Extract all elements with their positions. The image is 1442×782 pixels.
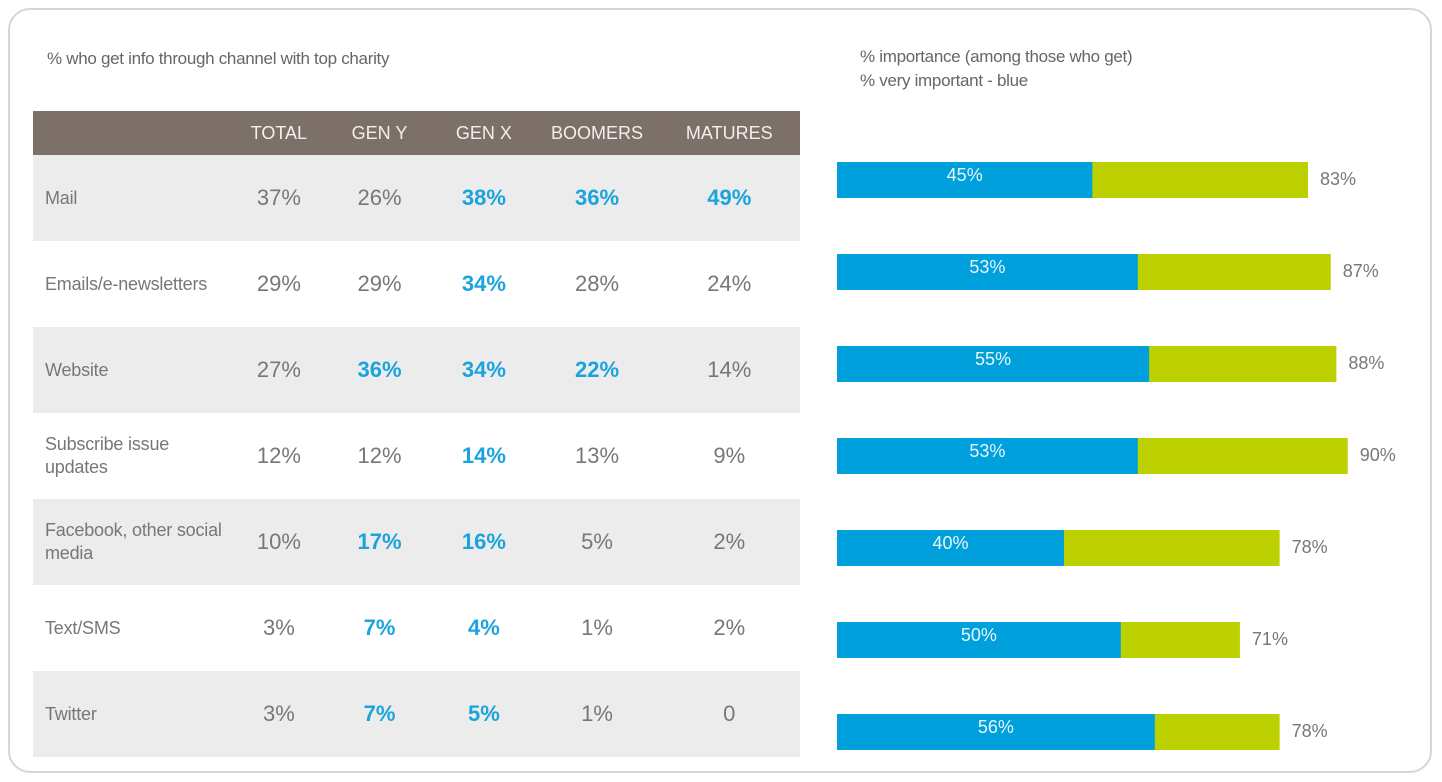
cell: 24% — [707, 271, 752, 296]
cell: 4% — [468, 615, 500, 640]
row: Twitter 3% 7% 5% 1% 0 — [33, 671, 800, 757]
bar-very — [837, 622, 1121, 658]
cell: 22% — [535, 327, 659, 413]
cell: 9% — [713, 443, 746, 468]
header-row: TOTAL GEN Y GEN X BOOMERS MATURES — [33, 111, 800, 155]
chart-subtitle: % very important - blue — [860, 71, 1028, 90]
cell: 37% — [231, 155, 327, 241]
cell: 13% — [575, 443, 620, 468]
cell: 34% — [461, 271, 506, 296]
row-label: Mail — [33, 155, 231, 241]
cell: 12% — [256, 443, 301, 468]
cell: 14% — [461, 443, 506, 468]
row-label: Website — [33, 327, 231, 413]
cell: 36% — [326, 327, 433, 413]
cell: 27% — [231, 327, 327, 413]
bar-very — [837, 162, 1093, 198]
cell: 36% — [535, 155, 659, 241]
header-cell: GEN Y — [326, 111, 433, 155]
total-label: 90% — [1360, 445, 1396, 465]
total-label: 83% — [1320, 169, 1356, 189]
cell: 16% — [432, 499, 536, 585]
row: Mail 37% 26% 38% 36% 49% — [33, 155, 800, 241]
bar-label: 53% — [969, 257, 1005, 277]
bar-very — [837, 254, 1138, 290]
cell: 1% — [581, 615, 613, 640]
cell: 7% — [363, 615, 396, 640]
bar-label: 40% — [932, 533, 968, 553]
total-label: 88% — [1348, 353, 1384, 373]
bar-very — [837, 714, 1155, 750]
header-cell: BOOMERS — [535, 111, 659, 155]
bar-label: 56% — [978, 717, 1014, 737]
bar-label: 53% — [969, 441, 1005, 461]
cell: 1% — [535, 671, 659, 757]
row-label: Facebook, other social media — [33, 499, 231, 585]
cell: 26% — [326, 155, 433, 241]
bar-very — [837, 346, 1150, 382]
cell: 2% — [713, 615, 746, 640]
row-label: Subscribe issue updates — [45, 434, 170, 477]
chart-title: % importance (among those who get) — [860, 47, 1133, 66]
cell: 7% — [326, 671, 433, 757]
header-cell: TOTAL — [231, 111, 327, 155]
row: Subscribe issue updates 12% 12% 14% 13% 9% — [33, 413, 800, 499]
cell: 49% — [658, 155, 800, 241]
cell: 34% — [432, 327, 536, 413]
bar-very — [837, 530, 1064, 566]
row: Emails/e-newsletters 29% 29% 34% 28% 24% — [33, 241, 800, 327]
row-label: Emails/e-newsletters — [45, 273, 208, 294]
total-label: 78% — [1292, 721, 1328, 741]
cell: 5% — [432, 671, 536, 757]
row: Text/SMS 3% 7% 4% 1% 2% — [33, 585, 800, 671]
row-label: Text/SMS — [45, 617, 121, 638]
cell: 3% — [262, 615, 295, 640]
total-label: 71% — [1252, 629, 1288, 649]
bar-very — [837, 438, 1138, 474]
cell: 14% — [658, 327, 800, 413]
table-title: % who get info through channel with top … — [47, 49, 390, 68]
cell: 38% — [432, 155, 536, 241]
cell: 5% — [535, 499, 659, 585]
cell: 3% — [231, 671, 327, 757]
header-cell — [33, 111, 231, 155]
total-label: 78% — [1292, 537, 1328, 557]
cell: 17% — [326, 499, 433, 585]
frame — [8, 8, 1432, 773]
table: TOTAL GEN Y GEN X BOOMERS MATURES Mail 37% 26% 3… — [33, 111, 800, 757]
cell: 28% — [575, 271, 620, 296]
cell: 0 — [658, 671, 800, 757]
bar-label: 50% — [961, 625, 997, 645]
bar-label: 55% — [975, 349, 1011, 369]
row: Website 27% 36% 34% 22% 14% — [33, 327, 800, 413]
total-label: 87% — [1343, 261, 1379, 281]
cell: 29% — [357, 271, 402, 296]
cell: 2% — [658, 499, 800, 585]
cell: 12% — [357, 443, 402, 468]
cell: 29% — [256, 271, 301, 296]
row: Facebook, other social media 10% 17% 16% 5% 2… — [33, 499, 800, 585]
cell: 10% — [231, 499, 327, 585]
header-cell: GEN X — [432, 111, 536, 155]
bar-label: 45% — [947, 165, 983, 185]
header-cell: MATURES — [658, 111, 800, 155]
row-label: Twitter — [33, 671, 231, 757]
